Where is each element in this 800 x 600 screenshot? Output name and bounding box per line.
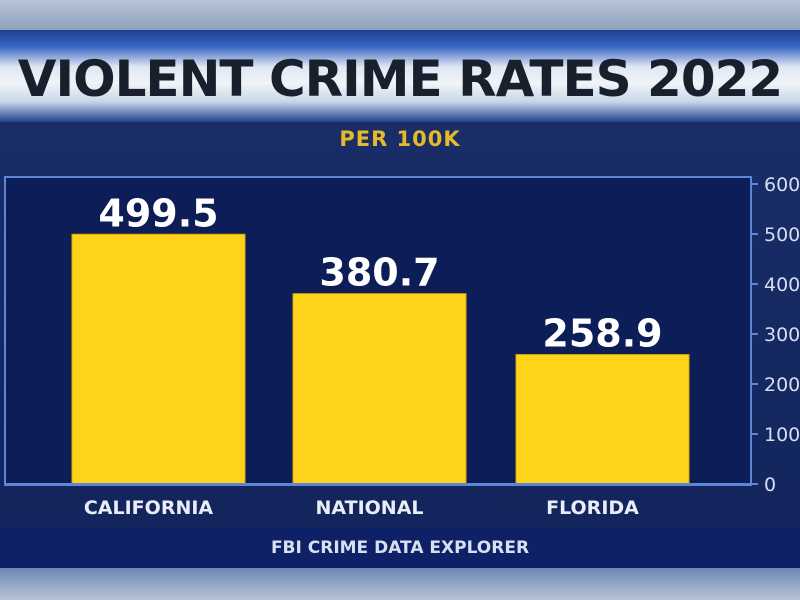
- category-label: FLORIDA: [546, 497, 639, 519]
- source-band: [0, 528, 800, 568]
- y-tick-label: 0: [764, 474, 776, 496]
- y-tick-label: 100: [764, 424, 800, 446]
- category-label: CALIFORNIA: [84, 497, 214, 519]
- bar-florida: [515, 354, 690, 485]
- y-tick-label: 300: [764, 324, 800, 346]
- bar-california: [71, 233, 246, 485]
- source-label: FBI CRIME DATA EXPLORER: [270, 538, 530, 558]
- bar-value-label: 499.5: [98, 191, 218, 235]
- bar-national: [292, 293, 467, 485]
- top-bezel: [0, 0, 800, 30]
- chart-title: VIOLENT CRIME RATES 2022: [17, 50, 783, 108]
- bar-value-label: 258.9: [542, 312, 662, 356]
- bottom-bezel: [0, 568, 800, 600]
- y-tick-label: 600: [764, 174, 800, 196]
- y-tick-label: 200: [764, 374, 800, 396]
- y-tick-label: 400: [764, 274, 800, 296]
- bar-value-label: 380.7: [319, 251, 439, 295]
- y-tick-label: 500: [764, 224, 800, 246]
- chart-subtitle: PER 100K: [339, 127, 461, 151]
- title-band: [0, 30, 800, 122]
- category-label: NATIONAL: [315, 497, 423, 519]
